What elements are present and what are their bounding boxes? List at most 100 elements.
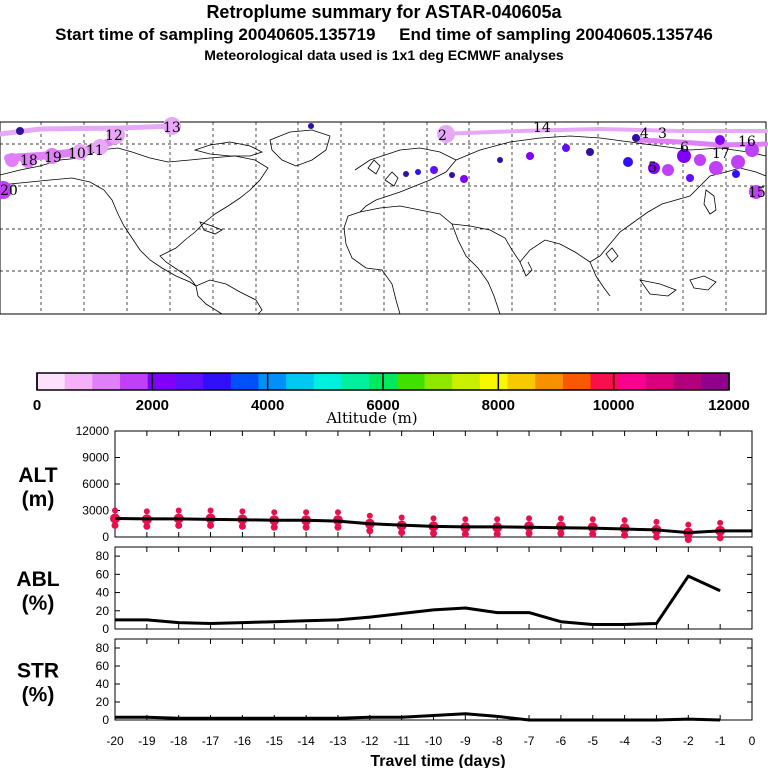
plume-label: 2 — [438, 128, 447, 144]
colorbar-tick-label: 2000 — [136, 397, 169, 414]
colorbar-tick-label: 10000 — [593, 397, 635, 414]
data-marker — [557, 529, 565, 537]
data-marker — [334, 523, 342, 531]
data-marker — [653, 518, 660, 525]
x-tick-label: -4 — [619, 734, 630, 748]
plume-point — [163, 117, 181, 135]
x-tick-label: -1 — [715, 734, 726, 748]
y-tick-label: 60 — [96, 659, 110, 673]
world-map: 13 12 14 11 10 19 18 20 2 15 16 17 3 4 6… — [0, 117, 768, 315]
y-tick-label: 20 — [96, 695, 110, 709]
plume-point — [497, 157, 503, 163]
plume-label: 10 — [68, 146, 86, 162]
y-tick-label: 6000 — [82, 477, 109, 491]
data-marker — [366, 527, 374, 535]
data-marker — [175, 507, 182, 514]
y-tick-label: 0 — [102, 530, 109, 544]
x-tick-label: -3 — [651, 734, 662, 748]
x-tick-label: -14 — [297, 734, 315, 748]
panel-ylabel: ALT — [18, 464, 57, 487]
plume-point — [437, 125, 455, 143]
panel-ylabel: STR — [17, 660, 59, 683]
y-tick-label: 20 — [96, 604, 110, 618]
x-tick-label: -11 — [393, 734, 410, 748]
start-label: Start time of sampling — [55, 25, 234, 44]
colorbar-segment — [286, 373, 315, 390]
plume-point — [648, 162, 660, 174]
panel-yunit: (%) — [22, 684, 55, 707]
colorbar-segment — [479, 373, 509, 390]
plume-point — [715, 135, 725, 145]
plume-label: 5 — [648, 160, 657, 176]
colorbar-segment — [203, 373, 232, 390]
plume-label: 14 — [533, 120, 551, 136]
x-tick-label: -20 — [106, 734, 124, 748]
series-line — [115, 712, 721, 722]
x-tick-label: -2 — [683, 734, 694, 748]
chart-title: Retroplume summary for ASTAR-040605a — [206, 2, 562, 22]
plume-point — [745, 143, 759, 157]
x-axis-label: Travel time (days) — [370, 753, 505, 768]
x-tick-label: -18 — [170, 734, 188, 748]
colorbar-segment — [452, 373, 481, 390]
plume-point — [749, 185, 763, 199]
plume-point — [107, 126, 125, 144]
x-tick-label: -5 — [587, 734, 598, 748]
colorbar-segment — [37, 373, 66, 390]
y-tick-label: 80 — [96, 549, 110, 563]
panel-frame — [114, 546, 753, 630]
plume-label: 20 — [0, 183, 18, 199]
colorbar-segment — [673, 373, 702, 390]
x-tick-label: -17 — [202, 734, 220, 748]
data-marker — [621, 531, 629, 539]
data-marker — [302, 523, 310, 531]
plume-point — [5, 153, 19, 167]
y-tick-label: 9000 — [82, 451, 109, 465]
plume-point — [562, 144, 570, 152]
panels: 120009000600030000ALT(m)806040200ABL(%)8… — [16, 424, 755, 748]
x-tick-label: -6 — [556, 734, 567, 748]
data-marker — [270, 523, 278, 531]
colorbar-segment — [230, 373, 259, 390]
colorbar-segment — [175, 373, 204, 390]
y-tick-label: 80 — [96, 641, 110, 655]
colorbar-segment — [590, 373, 619, 390]
data-marker — [112, 507, 118, 514]
panel-frame — [114, 638, 753, 721]
colorbar-segment — [120, 373, 149, 390]
plume-point — [662, 164, 674, 176]
colorbar-segment — [341, 373, 370, 390]
plume-point — [403, 171, 409, 177]
plume-point — [430, 166, 438, 174]
panel-yunit: (m) — [22, 488, 55, 511]
data-marker — [271, 509, 278, 516]
colorbar-tick-label: 12000 — [708, 397, 750, 414]
end-label: End time of sampling — [399, 25, 572, 44]
plume-point — [731, 155, 745, 169]
data-marker — [430, 529, 437, 537]
x-tick-label: -16 — [234, 734, 252, 748]
plume-point — [677, 149, 691, 163]
plume-point — [449, 172, 455, 178]
colorbar-tick-label: 6000 — [366, 397, 399, 414]
plume-point — [21, 154, 35, 168]
colorbar-segment — [313, 373, 342, 390]
start-value: 20040605.135719 — [238, 25, 376, 44]
x-tick-label: 0 — [749, 734, 756, 748]
data-marker — [461, 530, 469, 538]
y-tick-label: 3000 — [82, 504, 109, 518]
plume-points — [0, 117, 763, 199]
plume-point — [0, 181, 12, 199]
plume-point — [709, 161, 723, 175]
data-marker — [207, 521, 215, 529]
y-tick-label: 12000 — [76, 424, 110, 438]
panel-str: 80 60 40 20 0 STR(%) — [17, 638, 753, 727]
plume-label: 16 — [738, 134, 756, 150]
data-marker — [207, 507, 214, 514]
data-marker — [493, 530, 501, 538]
plume-label: 17 — [712, 146, 730, 162]
panel-yunit: (%) — [22, 592, 55, 615]
plume-point — [732, 170, 740, 178]
colorbar-segment — [64, 373, 93, 390]
